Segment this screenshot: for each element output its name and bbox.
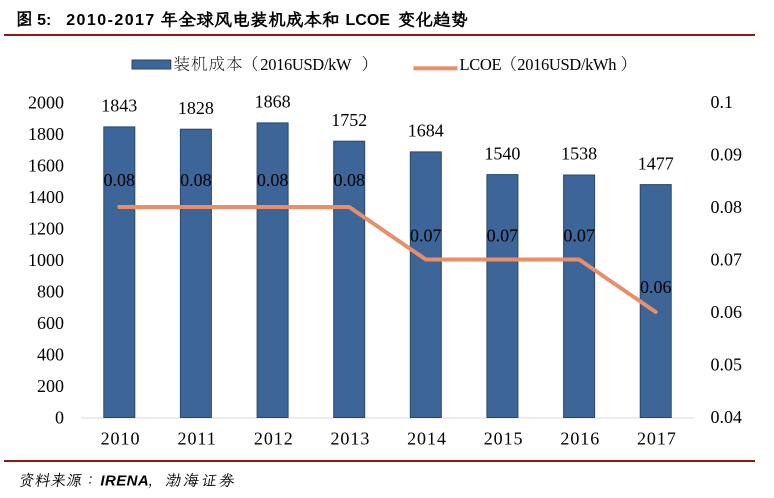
svg-text:2000: 2000 [28, 92, 64, 112]
svg-text:0.08: 0.08 [180, 170, 212, 190]
svg-text:0.08: 0.08 [257, 170, 289, 190]
svg-text:1752: 1752 [331, 110, 367, 130]
svg-text:1540: 1540 [484, 143, 520, 163]
svg-text:2014: 2014 [407, 429, 447, 449]
svg-text:0.1: 0.1 [711, 92, 734, 112]
svg-text:0: 0 [55, 408, 64, 428]
svg-text:0.08: 0.08 [333, 170, 365, 190]
svg-text:LCOE: LCOE [346, 12, 391, 29]
svg-text:1400: 1400 [28, 187, 64, 207]
svg-text:LCOE: LCOE [460, 55, 502, 74]
svg-text:1800: 1800 [28, 124, 64, 144]
svg-text:2016USD/kWh: 2016USD/kWh [517, 55, 617, 74]
svg-text:1200: 1200 [28, 219, 64, 239]
svg-text:1600: 1600 [28, 155, 64, 175]
svg-text:2011: 2011 [178, 429, 217, 449]
svg-text:2016USD/kW: 2016USD/kW [260, 55, 352, 74]
svg-text:0.09: 0.09 [711, 145, 743, 165]
svg-text:0.07: 0.07 [410, 225, 442, 245]
svg-text:2013: 2013 [330, 429, 370, 449]
svg-text:200: 200 [37, 376, 64, 396]
svg-text:2015: 2015 [484, 429, 524, 449]
svg-text:1828: 1828 [178, 98, 214, 118]
svg-text:1868: 1868 [255, 92, 291, 112]
svg-text:0.08: 0.08 [104, 170, 136, 190]
svg-text:1477: 1477 [638, 153, 674, 173]
svg-text:1000: 1000 [28, 250, 64, 270]
svg-text:0.08: 0.08 [711, 197, 743, 217]
svg-text:0.07: 0.07 [711, 250, 743, 270]
svg-text:2010-2017: 2010-2017 [66, 12, 156, 29]
svg-text:1843: 1843 [101, 96, 137, 116]
svg-text:800: 800 [37, 282, 64, 302]
svg-text:2016: 2016 [560, 429, 600, 449]
svg-text:600: 600 [37, 313, 64, 333]
svg-text:400: 400 [37, 345, 64, 365]
svg-text:IRENA: IRENA [100, 473, 149, 490]
svg-text:0.07: 0.07 [487, 225, 519, 245]
svg-text:0.05: 0.05 [711, 355, 743, 375]
svg-text:2012: 2012 [254, 429, 294, 449]
svg-text:5:: 5: [37, 12, 51, 29]
svg-text:1538: 1538 [561, 144, 597, 164]
svg-text:2010: 2010 [101, 429, 141, 449]
svg-text:0.06: 0.06 [640, 277, 672, 297]
svg-text:1684: 1684 [408, 121, 444, 141]
svg-text:0.06: 0.06 [711, 302, 743, 322]
svg-text:0.07: 0.07 [563, 225, 595, 245]
svg-text:2017: 2017 [637, 429, 677, 449]
svg-text:0.04: 0.04 [711, 407, 743, 427]
